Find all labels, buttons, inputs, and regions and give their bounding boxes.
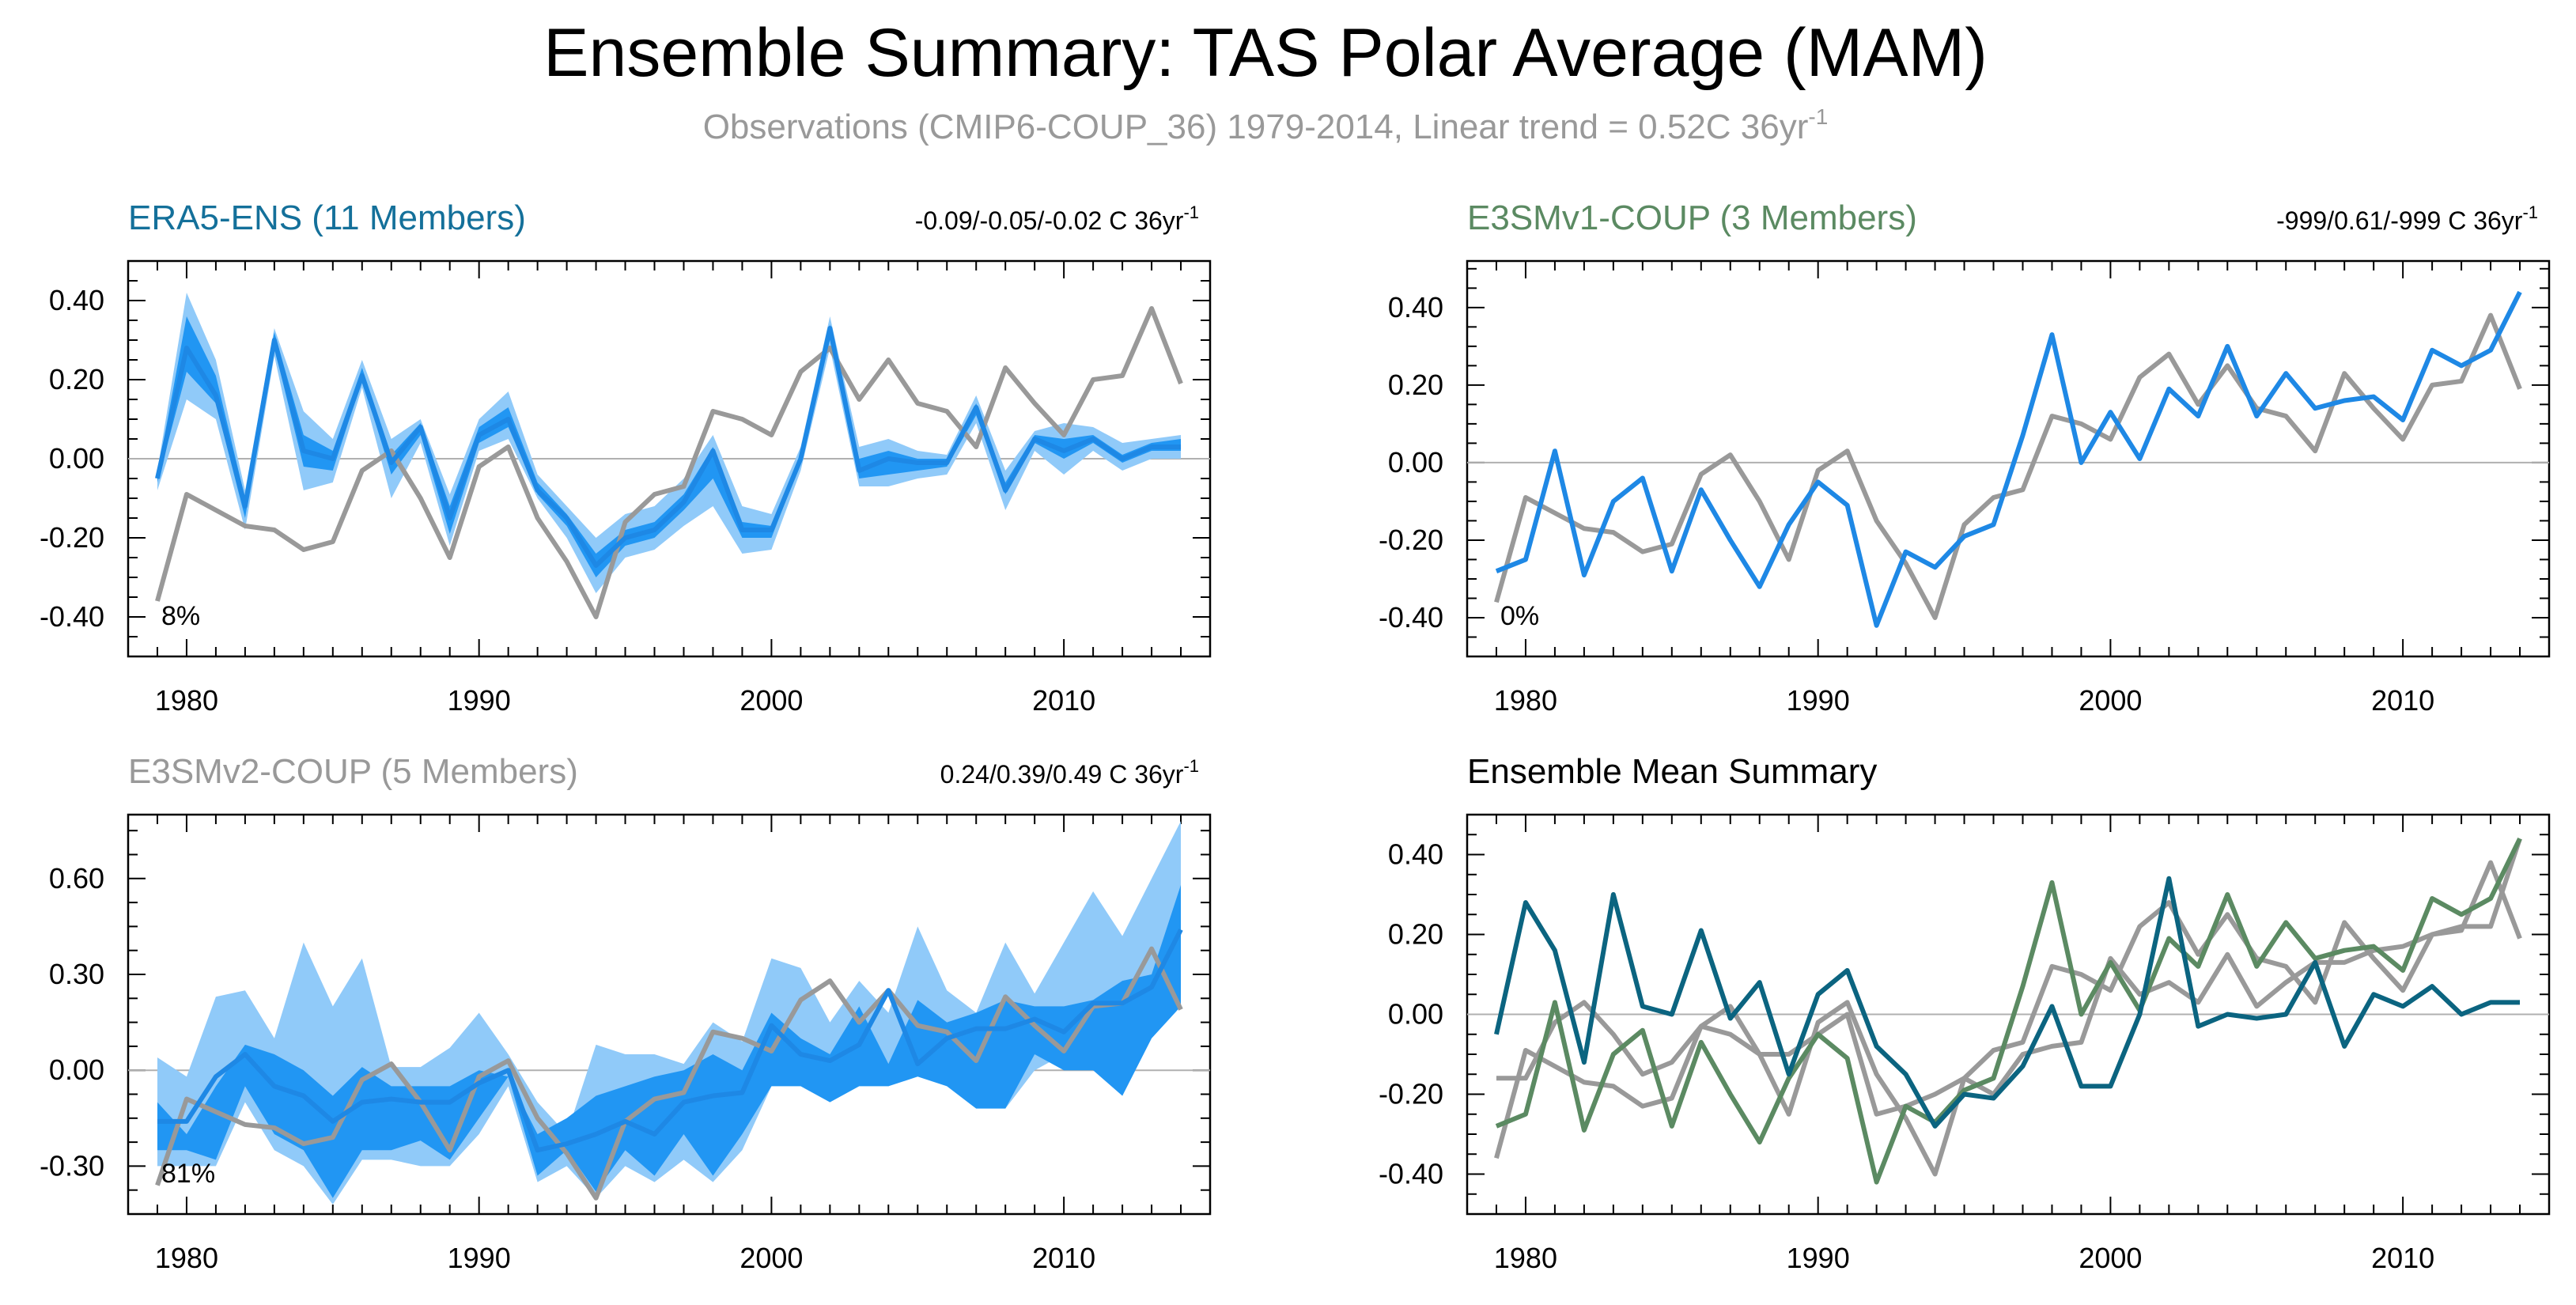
plot-frame xyxy=(127,813,1212,1216)
ensemble-band-light-band xyxy=(157,293,1182,593)
y-tick-label: 0.20 xyxy=(1388,918,1443,951)
panel-title: Ensemble Mean Summary xyxy=(1467,752,1877,791)
panel-e3smv2-coup: E3SMv2-COUP (5 Members) 0.24/0.39/0.49 C … xyxy=(40,752,1212,1274)
subtitle-text: Observations (CMIP6-COUP_36) 1979-2014, … xyxy=(703,108,1809,146)
figure-subtitle: Observations (CMIP6-COUP_36) 1979-2014, … xyxy=(703,104,1829,146)
percent-label: 8% xyxy=(161,601,200,631)
x-tick-label: 1980 xyxy=(155,684,218,717)
trend-text: -999/0.61/-999 C 36yr-1 xyxy=(2276,202,2538,235)
series-line-era5-ens xyxy=(155,326,1182,568)
y-tick-label: 0.30 xyxy=(49,958,104,990)
panel-title: ERA5-ENS (11 Members) xyxy=(128,199,526,237)
trend-value: 0.24/0.39/0.49 C 36yr xyxy=(940,760,1184,789)
trend-text: -0.09/-0.05/-0.02 C 36yr-1 xyxy=(915,202,1199,235)
x-tick-label: 2000 xyxy=(740,684,803,717)
subtitle-exponent: -1 xyxy=(1808,104,1828,129)
y-tick-label: 0.20 xyxy=(1388,369,1443,401)
x-tick-label: 2000 xyxy=(2079,684,2142,717)
plot-frame xyxy=(1466,259,2551,658)
y-tick-label: -0.40 xyxy=(40,600,104,633)
x-tick-label: 2000 xyxy=(2079,1242,2142,1274)
panel-e3smv1-coup: E3SMv1-COUP (3 Members) -999/0.61/-999 C … xyxy=(1379,199,2551,717)
x-tick-label: 1980 xyxy=(155,1242,218,1274)
series-line-e3smv2-coup xyxy=(1496,838,2522,1117)
y-tick-label: -0.20 xyxy=(40,521,104,554)
x-tick-label: 1990 xyxy=(448,1242,511,1274)
x-tick-label: 1980 xyxy=(1494,684,1557,717)
y-tick-label: 0.00 xyxy=(49,1053,104,1086)
x-tick-label: 2010 xyxy=(2371,1242,2434,1274)
x-tick-label: 2010 xyxy=(1032,684,1095,717)
y-tick-label: 0.00 xyxy=(1388,998,1443,1031)
series-line-observations xyxy=(1494,312,2522,620)
x-tick-label: 2010 xyxy=(2371,684,2434,717)
y-tick-label: 0.00 xyxy=(1388,446,1443,478)
trend-exponent: -1 xyxy=(1183,202,1199,222)
panels-group: ERA5-ENS (11 Members) -0.09/-0.05/-0.02 C… xyxy=(40,199,2551,1274)
trend-value: -999/0.61/-999 C 36yr xyxy=(2276,206,2523,235)
series-line-observations xyxy=(1494,860,2522,1177)
x-tick-label: 2000 xyxy=(740,1242,803,1274)
y-tick-label: 0.40 xyxy=(1388,291,1443,323)
panel-title: E3SMv2-COUP (5 Members) xyxy=(128,752,578,791)
percent-label: 81% xyxy=(161,1159,215,1189)
series-line-e3smv2-coup xyxy=(157,929,1183,1153)
panel-era5-ens: ERA5-ENS (11 Members) -0.09/-0.05/-0.02 C… xyxy=(40,199,1212,717)
series-line-era5-ens xyxy=(1494,876,2521,1129)
series-line-e3smv1-coup xyxy=(1495,290,2522,628)
trend-text: 0.24/0.39/0.49 C 36yr-1 xyxy=(940,756,1199,789)
figure-title: Ensemble Summary: TAS Polar Average (MAM… xyxy=(543,15,1988,91)
trend-exponent: -1 xyxy=(2522,202,2538,222)
series-line-e3smv1-coup xyxy=(1495,837,2522,1185)
panel-title: E3SMv1-COUP (3 Members) xyxy=(1467,199,1917,237)
y-tick-label: -0.30 xyxy=(40,1149,104,1182)
series-line-observations xyxy=(155,946,1183,1201)
y-tick-label: 0.40 xyxy=(49,284,104,316)
x-tick-label: 1990 xyxy=(448,684,511,717)
ensemble-band-dark-band xyxy=(157,884,1182,1198)
panel-ensemble-mean: Ensemble Mean Summary 0.40 0.20 0.00 -0.20 -0… xyxy=(1379,752,2551,1274)
x-tick-label: 2010 xyxy=(1032,1242,1095,1274)
y-tick-label: -0.40 xyxy=(1379,1158,1443,1190)
y-tick-label: 0.00 xyxy=(49,442,104,475)
y-tick-label: 0.40 xyxy=(1388,838,1443,871)
percent-label: 0% xyxy=(1500,601,1539,631)
y-tick-label: 0.20 xyxy=(49,363,104,395)
x-tick-label: 1990 xyxy=(1787,684,1850,717)
series-line-observations xyxy=(155,306,1183,619)
trend-exponent: -1 xyxy=(1183,756,1199,776)
x-tick-label: 1980 xyxy=(1494,1242,1557,1274)
trend-value: -0.09/-0.05/-0.02 C 36yr xyxy=(915,206,1184,235)
y-tick-label: -0.40 xyxy=(1379,601,1443,634)
y-tick-label: -0.20 xyxy=(1379,1078,1443,1110)
y-tick-label: 0.60 xyxy=(49,862,104,895)
x-tick-label: 1990 xyxy=(1787,1242,1850,1274)
y-tick-label: -0.20 xyxy=(1379,524,1443,556)
